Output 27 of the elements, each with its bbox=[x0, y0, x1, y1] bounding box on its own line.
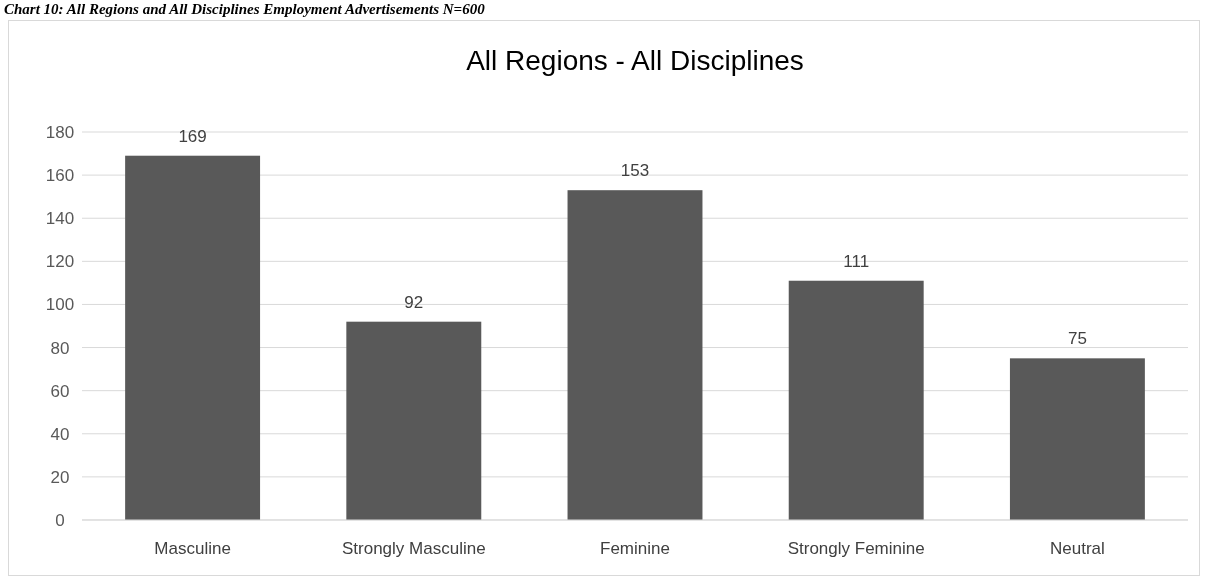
data-label: 75 bbox=[1067, 329, 1087, 349]
bar bbox=[788, 280, 924, 520]
data-label: 92 bbox=[404, 292, 424, 312]
y-tick-label: 120 bbox=[45, 252, 75, 272]
x-tick-label: Masculine bbox=[154, 539, 231, 558]
x-tick-label: Strongly Masculine bbox=[341, 539, 486, 558]
y-tick-label: 0 bbox=[55, 510, 65, 530]
y-tick-label: 180 bbox=[45, 122, 75, 142]
y-tick-label: 80 bbox=[50, 338, 70, 358]
data-label: 153 bbox=[620, 161, 650, 181]
x-tick-label: Strongly Feminine bbox=[787, 539, 925, 558]
y-tick-label: 100 bbox=[45, 295, 75, 315]
bar bbox=[346, 321, 482, 520]
data-label: 111 bbox=[843, 251, 870, 271]
x-tick-label: Neutral bbox=[1049, 539, 1105, 558]
y-tick-label: 60 bbox=[50, 381, 70, 401]
data-label: 169 bbox=[178, 126, 207, 146]
bar bbox=[1009, 358, 1145, 520]
chart-title: All Regions - All Disciplines bbox=[466, 45, 804, 76]
caption: Chart 10: All Regions and All Disciplines Employment Advertisements N=600 bbox=[4, 1, 486, 17]
y-tick-label: 160 bbox=[45, 166, 75, 186]
y-tick-label: 20 bbox=[50, 467, 70, 487]
y-tick-label: 140 bbox=[45, 209, 75, 229]
bar bbox=[125, 155, 261, 520]
x-tick-label: Feminine bbox=[600, 539, 670, 558]
bar bbox=[567, 190, 703, 520]
y-tick-label: 40 bbox=[50, 424, 70, 444]
